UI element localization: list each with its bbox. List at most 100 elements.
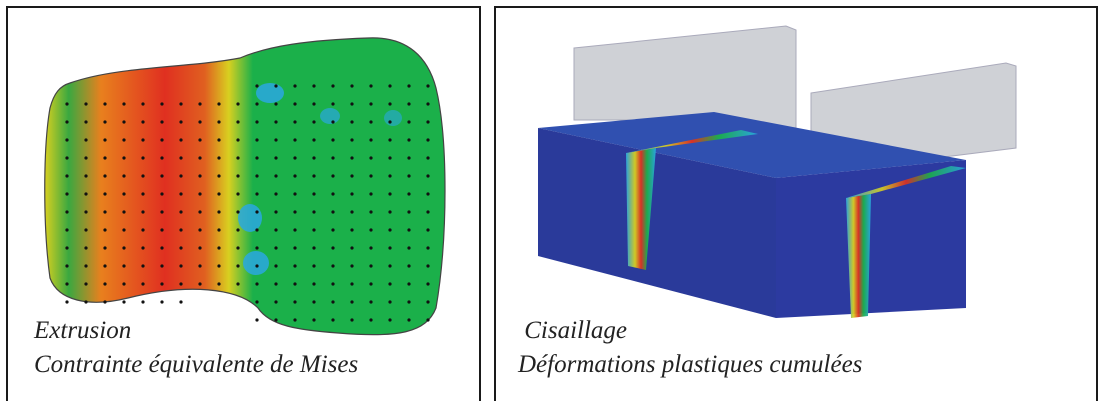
mesh-node [331,264,335,268]
mesh-node [122,138,126,142]
mesh-node [65,138,69,142]
mesh-node [84,120,88,124]
mesh-node [350,120,354,124]
mesh-node [122,246,126,250]
mesh-node [274,300,278,304]
mesh-node [388,156,392,160]
mesh-node [350,264,354,268]
mesh-node [236,120,240,124]
mesh-node [103,174,107,178]
mesh-node [65,282,69,286]
mesh-node [198,138,202,142]
mesh-node [426,318,430,322]
mesh-node [103,228,107,232]
mesh-node [65,102,69,106]
mesh-node [179,156,183,160]
mesh-node [426,210,430,214]
mesh-node [312,282,316,286]
mesh-node [160,102,164,106]
mesh-node [84,300,88,304]
mesh-node [103,120,107,124]
mesh-node [426,84,430,88]
mesh-node [65,192,69,196]
left-tool-plate [573,25,797,129]
mesh-node [369,228,373,232]
mesh-node [179,210,183,214]
mesh-node [141,282,145,286]
mesh-node [255,318,259,322]
mesh-node [293,318,297,322]
mesh-node [103,102,107,106]
mesh-node [122,300,126,304]
mesh-node [84,174,88,178]
mesh-node [84,192,88,196]
mesh-node [426,138,430,142]
mesh-node [388,282,392,286]
mesh-node [255,120,259,124]
mesh-node [369,138,373,142]
mesh-node [236,102,240,106]
mesh-node [331,318,335,322]
mesh-node [65,264,69,268]
mesh-node [331,210,335,214]
mesh-node [274,210,278,214]
mesh-node [217,282,221,286]
mesh-node [217,192,221,196]
mesh-node [217,264,221,268]
mesh-node [274,246,278,250]
extrusion-title: Extrusion [34,317,132,344]
mesh-node [65,156,69,160]
mesh-node [388,246,392,250]
mesh-node [122,282,126,286]
right-shear-band-top [846,166,966,198]
mesh-node [274,102,278,106]
mesh-node [274,156,278,160]
mesh-node [350,156,354,160]
mesh-node [198,264,202,268]
mesh-node [312,300,316,304]
mesh-node [426,264,430,268]
mesh-node [426,156,430,160]
mesh-node [293,282,297,286]
mesh-node [407,246,411,250]
mesh-node [350,246,354,250]
mesh-node [350,138,354,142]
mesh-node [312,246,316,250]
mesh-node [84,282,88,286]
mesh-node [179,228,183,232]
mesh-node [388,138,392,142]
mesh-node [426,282,430,286]
mesh-node [255,102,259,106]
mesh-node [388,192,392,196]
mesh-node [407,282,411,286]
mesh-node [255,156,259,160]
cyan-patch [238,204,262,232]
mesh-node [426,246,430,250]
mesh-node [274,138,278,142]
extrusion-caption: Extrusion Contrainte équivalente de Mise… [34,314,358,382]
mesh-node [198,102,202,106]
mesh-node [84,210,88,214]
mesh-node [407,120,411,124]
mesh-node [84,264,88,268]
mesh-node [331,156,335,160]
mesh-node [407,138,411,142]
mesh-node [198,228,202,232]
mesh-node [122,102,126,106]
extrusion-mesh-figure [44,37,446,336]
mesh-node [103,246,107,250]
mesh-node [369,120,373,124]
cisaillage-subtitle: Déformations plastiques cumulées [518,351,863,378]
mesh-node [331,102,335,106]
mesh-node [331,174,335,178]
mesh-node [331,228,335,232]
mesh-node [426,192,430,196]
mesh-node [160,138,164,142]
mesh-node [84,156,88,160]
mesh-node [236,192,240,196]
cyan-patch [320,108,340,124]
mesh-node [141,156,145,160]
block-front-face [538,128,776,318]
mesh-node [388,264,392,268]
mesh-node-dots [65,84,430,322]
